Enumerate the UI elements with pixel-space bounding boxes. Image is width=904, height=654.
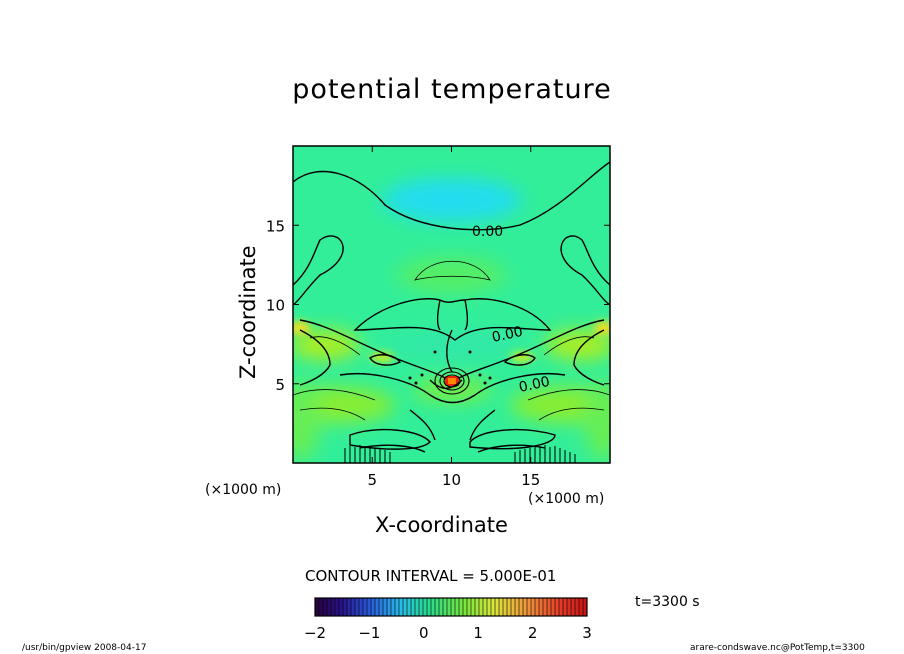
colorbar-cell bbox=[511, 598, 516, 616]
colorbar-cell bbox=[315, 598, 320, 616]
colorbar-cell bbox=[383, 598, 388, 616]
colorbar-cell bbox=[503, 598, 508, 616]
colorbar-cell bbox=[475, 598, 480, 616]
colorbar-cell bbox=[491, 598, 496, 616]
colorbar-cell bbox=[563, 598, 568, 616]
colorbar-cell bbox=[471, 598, 476, 616]
colorbar-cell bbox=[559, 598, 564, 616]
colorbar-cell bbox=[407, 598, 412, 616]
x-tick-label: 10 bbox=[442, 471, 461, 489]
footer-right: arare-condswave.nc@PotTemp,t=3300 bbox=[690, 643, 865, 653]
colorbar-cell bbox=[555, 598, 560, 616]
colorbar-cell bbox=[431, 598, 436, 616]
colorbar-cell bbox=[351, 598, 356, 616]
colorbar-cell bbox=[419, 598, 424, 616]
colorbar-cell bbox=[379, 598, 384, 616]
colorbar-cell bbox=[459, 598, 464, 616]
heatmap-field bbox=[293, 146, 610, 463]
x-tick-label: 5 bbox=[367, 471, 377, 489]
colorbar-cell bbox=[515, 598, 520, 616]
colorbar-cell bbox=[507, 598, 512, 616]
colorbar-cell bbox=[347, 598, 352, 616]
colorbar-cell bbox=[571, 598, 576, 616]
contour-label-3: 0.00 bbox=[518, 374, 552, 396]
contour-label-2: 0.00 bbox=[491, 324, 525, 346]
colorbar-cell bbox=[479, 598, 484, 616]
colorbar-frame bbox=[314, 597, 588, 617]
colorbar-cell bbox=[551, 598, 556, 616]
colorbar-cell bbox=[519, 598, 524, 616]
colorbar-cell bbox=[535, 598, 540, 616]
colorbar-cell bbox=[523, 598, 528, 616]
colorbar-cell bbox=[415, 598, 420, 616]
colorbar-cell bbox=[435, 598, 440, 616]
colorbar: −2 −1 0 1 2 3 bbox=[304, 597, 592, 642]
colorbar-cell bbox=[387, 598, 392, 616]
colorbar-cell bbox=[547, 598, 552, 616]
chart-title: potential temperature bbox=[292, 74, 612, 105]
y-axis-unit: (×1000 m) bbox=[528, 491, 605, 507]
colorbar-cell bbox=[331, 598, 336, 616]
colorbar-cell bbox=[495, 598, 500, 616]
x-tick-label: 15 bbox=[521, 471, 540, 489]
y-tick-label: 5 bbox=[275, 376, 285, 394]
colorbar-cell bbox=[531, 598, 536, 616]
colorbar-tick-label: −2 bbox=[304, 624, 326, 642]
colorbar-cell bbox=[327, 598, 332, 616]
colorbar-cell bbox=[367, 598, 372, 616]
y-tick-label: 10 bbox=[266, 297, 285, 315]
colorbar-cell bbox=[579, 598, 584, 616]
y-axis-label: Z-coordinate bbox=[236, 245, 260, 379]
colorbar-tick-label: 1 bbox=[473, 624, 483, 642]
colorbar-cell bbox=[487, 598, 492, 616]
colorbar-cell bbox=[455, 598, 460, 616]
colorbar-cell bbox=[343, 598, 348, 616]
colorbar-cell bbox=[403, 598, 408, 616]
colorbar-cell bbox=[359, 598, 364, 616]
colorbar-cell bbox=[527, 598, 532, 616]
colorbar-cell bbox=[451, 598, 456, 616]
colorbar-cell bbox=[319, 598, 324, 616]
colorbar-cell bbox=[323, 598, 328, 616]
colorbar-cell bbox=[391, 598, 396, 616]
colorbar-cell bbox=[499, 598, 504, 616]
x-axis-label: X-coordinate bbox=[375, 513, 508, 537]
colorbar-tick-label: −1 bbox=[358, 624, 380, 642]
colorbar-tick-label: 0 bbox=[419, 624, 429, 642]
colorbar-cell bbox=[539, 598, 544, 616]
colorbar-cell bbox=[583, 598, 588, 616]
colorbar-cell bbox=[371, 598, 376, 616]
colorbar-cell bbox=[483, 598, 488, 616]
colorbar-cell bbox=[463, 598, 468, 616]
contour-label-1: 0.00 bbox=[472, 224, 503, 240]
colorbar-cell bbox=[575, 598, 580, 616]
x-axis-unit: (×1000 m) bbox=[205, 482, 282, 498]
colorbar-cell bbox=[399, 598, 404, 616]
colorbar-cell bbox=[411, 598, 416, 616]
colorbar-cell bbox=[467, 598, 472, 616]
colorbar-cell bbox=[355, 598, 360, 616]
colorbar-cell bbox=[443, 598, 448, 616]
time-label: t=3300 s bbox=[635, 594, 700, 610]
colorbar-cell bbox=[567, 598, 572, 616]
colorbar-cell bbox=[439, 598, 444, 616]
contour-interval-label: CONTOUR INTERVAL = 5.000E-01 bbox=[305, 567, 557, 585]
colorbar-cell bbox=[375, 598, 380, 616]
colorbar-cell bbox=[427, 598, 432, 616]
colorbar-tick-label: 3 bbox=[582, 624, 592, 642]
y-tick-label: 15 bbox=[266, 217, 285, 235]
colorbar-tick-label: 2 bbox=[528, 624, 538, 642]
colorbar-cell bbox=[335, 598, 340, 616]
colorbar-cell bbox=[423, 598, 428, 616]
colorbar-cell bbox=[395, 598, 400, 616]
axis-ticks: 5 10 15 5 10 15 bbox=[266, 146, 610, 489]
colorbar-cell bbox=[363, 598, 368, 616]
colorbar-cell bbox=[339, 598, 344, 616]
colorbar-cell bbox=[543, 598, 548, 616]
footer-left: /usr/bin/gpview 2008-04-17 bbox=[22, 643, 147, 653]
colorbar-cell bbox=[447, 598, 452, 616]
